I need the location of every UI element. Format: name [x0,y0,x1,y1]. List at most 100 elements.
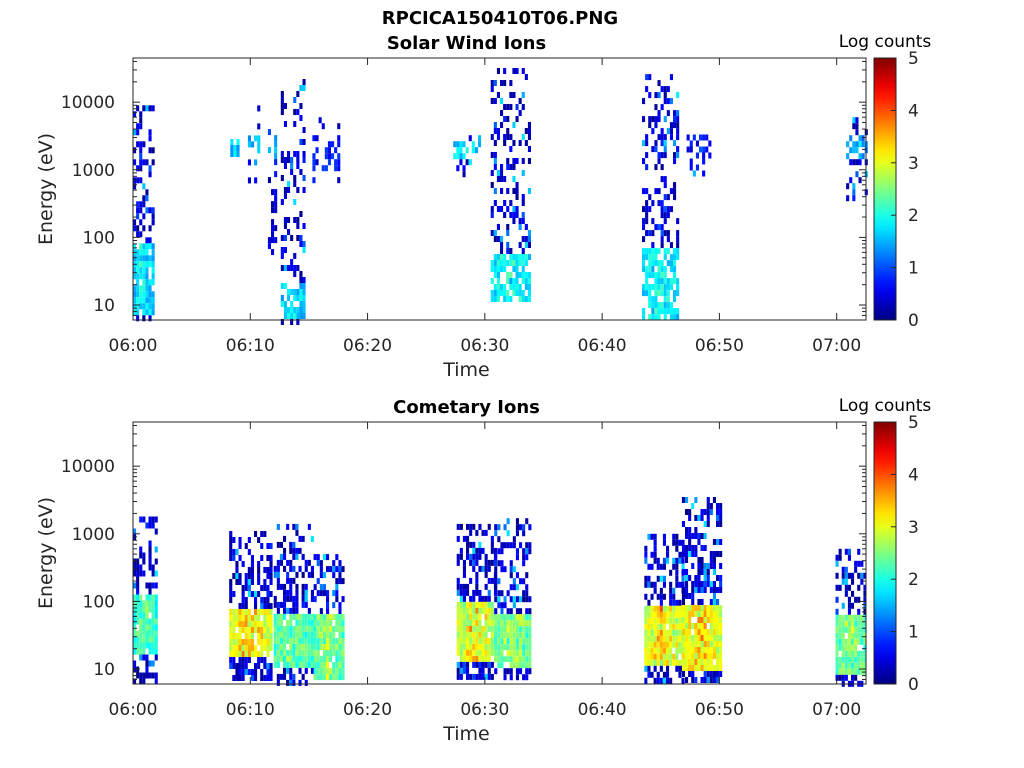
heatmap-cell [702,170,706,177]
heatmap-cell [496,296,500,302]
heatmap-cell [852,195,856,202]
heatmap-cell [860,656,864,663]
heatmap-cell [280,109,284,115]
heatmap-cell [657,266,661,273]
heatmap-cell [462,589,466,596]
heatmap-cell [151,207,155,214]
heatmap-cell [283,643,287,650]
heatmap-cell [685,623,689,629]
heatmap-cell [133,528,137,535]
heatmap-cell [719,641,723,647]
heatmap-cell [466,667,470,674]
heatmap-cell [304,559,308,566]
heatmap-cell [254,531,258,537]
heatmap-cell [279,559,283,566]
heatmap-cell [493,589,497,596]
heatmap-cell [133,291,137,298]
heatmap-cell [496,68,500,74]
heatmap-cell [673,248,677,255]
heatmap-cell [274,207,278,214]
heatmap-cell [525,656,529,663]
heatmap-cell [456,535,460,542]
heatmap-cell [712,647,716,653]
heatmap-cell [283,547,287,554]
heatmap-cell [472,625,476,632]
heatmap-cell [519,638,523,645]
heatmap-cell [521,272,525,278]
heatmap-cell [692,170,696,177]
heatmap-cell [518,272,522,278]
heatmap-cell [716,623,720,629]
heatmap-cell [283,613,287,620]
heatmap-cell [700,647,704,653]
heatmap-cell [644,617,648,624]
heatmap-cell [459,655,463,662]
heatmap-cell [267,177,271,184]
heatmap-cell [151,105,155,112]
heatmap-cell [490,80,494,86]
heatmap-cell [659,635,663,642]
heatmap-cell [312,165,316,172]
heatmap-cell [712,629,716,635]
heatmap-cell [301,661,305,668]
heatmap-cell [322,644,326,651]
heatmap-cell [299,85,303,91]
heatmap-cell [338,614,342,621]
heatmap-cell [295,571,299,578]
heatmap-cell [515,188,519,194]
heatmap-cell [490,613,494,620]
heatmap-cell [706,563,710,569]
heatmap-cell [299,289,303,295]
y-tick-label: 100 [83,228,115,248]
heatmap-cell [694,623,698,629]
heatmap-cell [142,279,146,286]
heatmap-cell [302,247,306,253]
heatmap-cell [654,146,658,153]
heatmap-cell [506,230,510,236]
heatmap-cell [854,614,858,621]
heatmap-cell [257,609,261,615]
heatmap-cell [490,649,494,656]
heatmap-cell [279,613,283,620]
heatmap-cell [326,590,330,597]
heatmap-cell [459,583,463,590]
heatmap-cell [327,147,331,154]
heatmap-cell [660,152,664,159]
heatmap-cell [673,116,677,123]
heatmap-cell [847,548,851,555]
heatmap-cell [691,587,695,593]
heatmap-cell [296,91,300,97]
burst-1 [230,139,240,157]
heatmap-cell [656,593,660,600]
heatmap-cell [139,672,143,679]
heatmap-cell [863,650,867,657]
heatmap-cell [688,671,692,677]
heatmap-cell [230,139,234,145]
heatmap-cell [322,674,326,681]
heatmap-cell [490,643,494,650]
heatmap-cell [472,589,476,596]
heatmap-cell [522,644,526,651]
heatmap-cell [841,662,845,669]
heatmap-cell [296,289,300,295]
heatmap-cell [857,608,861,615]
heatmap-cell [651,242,655,249]
heatmap-cell [142,552,146,559]
heatmap-cell [302,277,306,283]
heatmap-cell [459,649,463,656]
heatmap-cell [863,584,867,591]
heatmap-cell [329,632,333,639]
heatmap-cell [644,581,648,588]
heatmap-cell [518,290,522,296]
heatmap-cell [703,623,707,629]
heatmap-cell [139,111,143,118]
heatmap-cells [133,497,867,687]
heatmap-cell [500,656,504,663]
heatmap-cell [462,625,466,632]
heatmap-cell [299,313,303,319]
heatmap-cell [662,653,666,660]
heatmap-cell [276,577,280,584]
heatmap-cell [662,557,666,564]
